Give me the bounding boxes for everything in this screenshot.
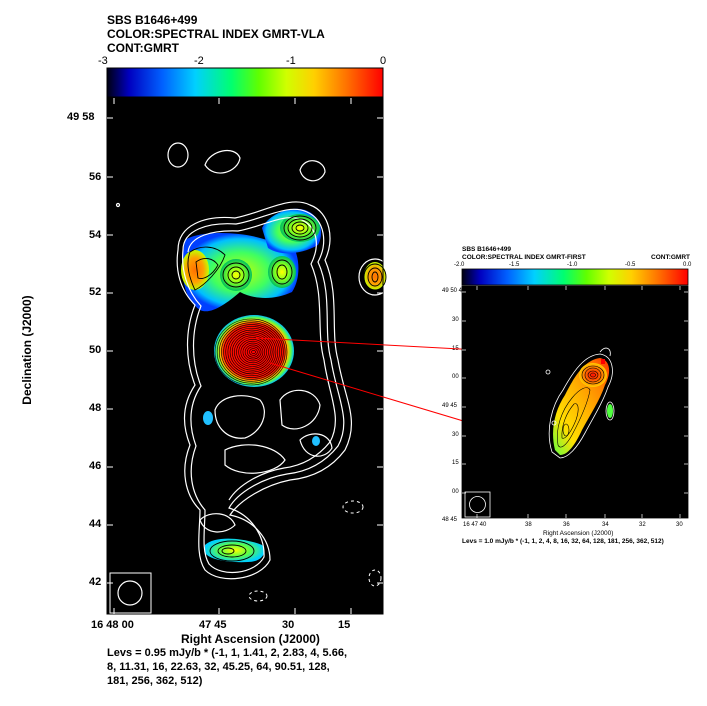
main-levels-line2: 8, 11.31, 16, 22.63, 32, 45.25, 64, 90.5… bbox=[107, 661, 330, 673]
inset-colorbar-tick: -0.5 bbox=[625, 262, 636, 268]
main-ytick-label: 42 bbox=[89, 576, 102, 588]
main-ytick-label: 52 bbox=[89, 286, 102, 298]
inset-white-contours bbox=[545, 347, 615, 459]
main-spectral-index-color bbox=[181, 208, 386, 563]
inset-xtick-label: 36 bbox=[563, 522, 570, 528]
main-beam-ellipse bbox=[117, 580, 143, 606]
inset-ytick-label: 49 50 45 bbox=[442, 288, 466, 294]
main-xtick-label: 15 bbox=[338, 619, 351, 631]
inset-colorbar bbox=[461, 268, 689, 286]
main-ytick-label: 50 bbox=[89, 344, 102, 356]
main-ytick-label: 54 bbox=[89, 229, 102, 241]
inset-axis-ticks bbox=[462, 286, 688, 518]
core-contour-ring bbox=[246, 346, 260, 358]
main-colorbar-tick: 0 bbox=[380, 55, 387, 67]
core-contour-ring bbox=[216, 320, 286, 384]
inset-ytick-label: 49 45 bbox=[442, 403, 458, 409]
inset-spectral-index-color bbox=[553, 358, 613, 455]
main-colorbar-tick: -3 bbox=[98, 55, 108, 67]
main-inner-contours bbox=[187, 215, 387, 562]
inset-ytick-label: 30 bbox=[452, 317, 459, 323]
main-axis-ticks bbox=[107, 98, 383, 614]
inset-xtick-label: 32 bbox=[639, 522, 646, 528]
main-xlabel: Right Ascension (J2000) bbox=[181, 632, 320, 646]
core-contour-ring bbox=[229, 331, 275, 373]
main-colorbar-tick: -1 bbox=[286, 55, 296, 67]
inset-colorbar-tick: -1.5 bbox=[509, 262, 520, 268]
inset-ytick-label: 48 45 bbox=[442, 517, 458, 523]
main-core-contours bbox=[214, 318, 288, 386]
inset-colorbar-tick: -1.0 bbox=[567, 262, 578, 268]
inset-xtick-label: 16 47 40 bbox=[463, 522, 487, 528]
core-contour-ring bbox=[227, 329, 277, 375]
main-title-line1: SBS B1646+499 bbox=[107, 13, 198, 27]
main-xtick-label: 30 bbox=[282, 619, 295, 631]
main-ytick-label: 44 bbox=[89, 518, 102, 530]
inset-plot-frame bbox=[461, 285, 689, 519]
main-beam-box bbox=[109, 572, 152, 614]
main-ytick-label: 46 bbox=[89, 460, 102, 472]
core-contour-ring bbox=[238, 339, 267, 365]
core-contour-ring bbox=[244, 344, 262, 360]
main-ytick-label: 49 58 bbox=[67, 111, 95, 123]
inset-black-contours bbox=[557, 365, 605, 448]
main-xtick-label: 16 48 00 bbox=[91, 619, 134, 631]
main-colorbar-tick: -2 bbox=[194, 55, 204, 67]
inset-beam-ellipse bbox=[469, 496, 486, 513]
core-contour-ring bbox=[223, 326, 280, 378]
inset-beam-box bbox=[464, 491, 491, 518]
inset-ytick-label: 15 bbox=[452, 460, 459, 466]
core-contour-ring bbox=[219, 322, 284, 382]
inset-colorbar-tick: -2.0 bbox=[454, 262, 465, 268]
inset-xtick-label: 38 bbox=[525, 522, 532, 528]
main-levels-line1: Levs = 0.95 mJy/b * (-1, 1, 1.41, 2, 2.8… bbox=[107, 647, 348, 659]
main-plot-frame bbox=[106, 97, 384, 615]
main-outer-contours bbox=[115, 142, 392, 580]
inset-xtick-label: 30 bbox=[676, 522, 683, 528]
core-contour-ring bbox=[225, 327, 279, 377]
inset-title-right: CONT:GMRT bbox=[651, 254, 690, 261]
main-xtick-label: 47 45 bbox=[199, 619, 227, 631]
main-title-line3: CONT:GMRT bbox=[107, 41, 179, 55]
core-contour-ring bbox=[249, 348, 258, 356]
main-levels-line3: 181, 256, 362, 512) bbox=[107, 675, 203, 687]
core-contour-ring bbox=[242, 342, 264, 362]
inset-ytick-label: 30 bbox=[452, 432, 459, 438]
core-contour-ring bbox=[234, 335, 271, 369]
core-contour-ring bbox=[236, 337, 269, 367]
inset-ytick-label: 00 bbox=[452, 374, 459, 380]
inset-title-line1: SBS B1646+499 bbox=[462, 246, 511, 253]
core-contour-ring bbox=[231, 333, 273, 371]
inset-xtick-label: 34 bbox=[602, 522, 609, 528]
core-contour-ring bbox=[251, 350, 256, 354]
inset-title-line2: COLOR:SPECTRAL INDEX GMRT-FIRST bbox=[462, 254, 586, 261]
inset-ytick-label: 00 bbox=[452, 489, 459, 495]
inset-xlabel: Right Ascension (J2000) bbox=[543, 530, 614, 537]
main-negative-contours bbox=[248, 500, 382, 602]
core-contour-ring bbox=[240, 340, 266, 364]
main-colorbar bbox=[106, 67, 384, 98]
main-ytick-label: 48 bbox=[89, 402, 102, 414]
core-contour-ring bbox=[221, 324, 282, 380]
main-title-line2: COLOR:SPECTRAL INDEX GMRT-VLA bbox=[107, 27, 325, 41]
inset-colorbar-tick: 0.0 bbox=[683, 262, 692, 268]
inset-levels: Levs = 1.0 mJy/b * (-1, 1, 2, 4, 8, 16, … bbox=[462, 538, 664, 545]
main-ytick-label: 56 bbox=[89, 171, 102, 183]
core-contour-ring bbox=[214, 318, 288, 386]
